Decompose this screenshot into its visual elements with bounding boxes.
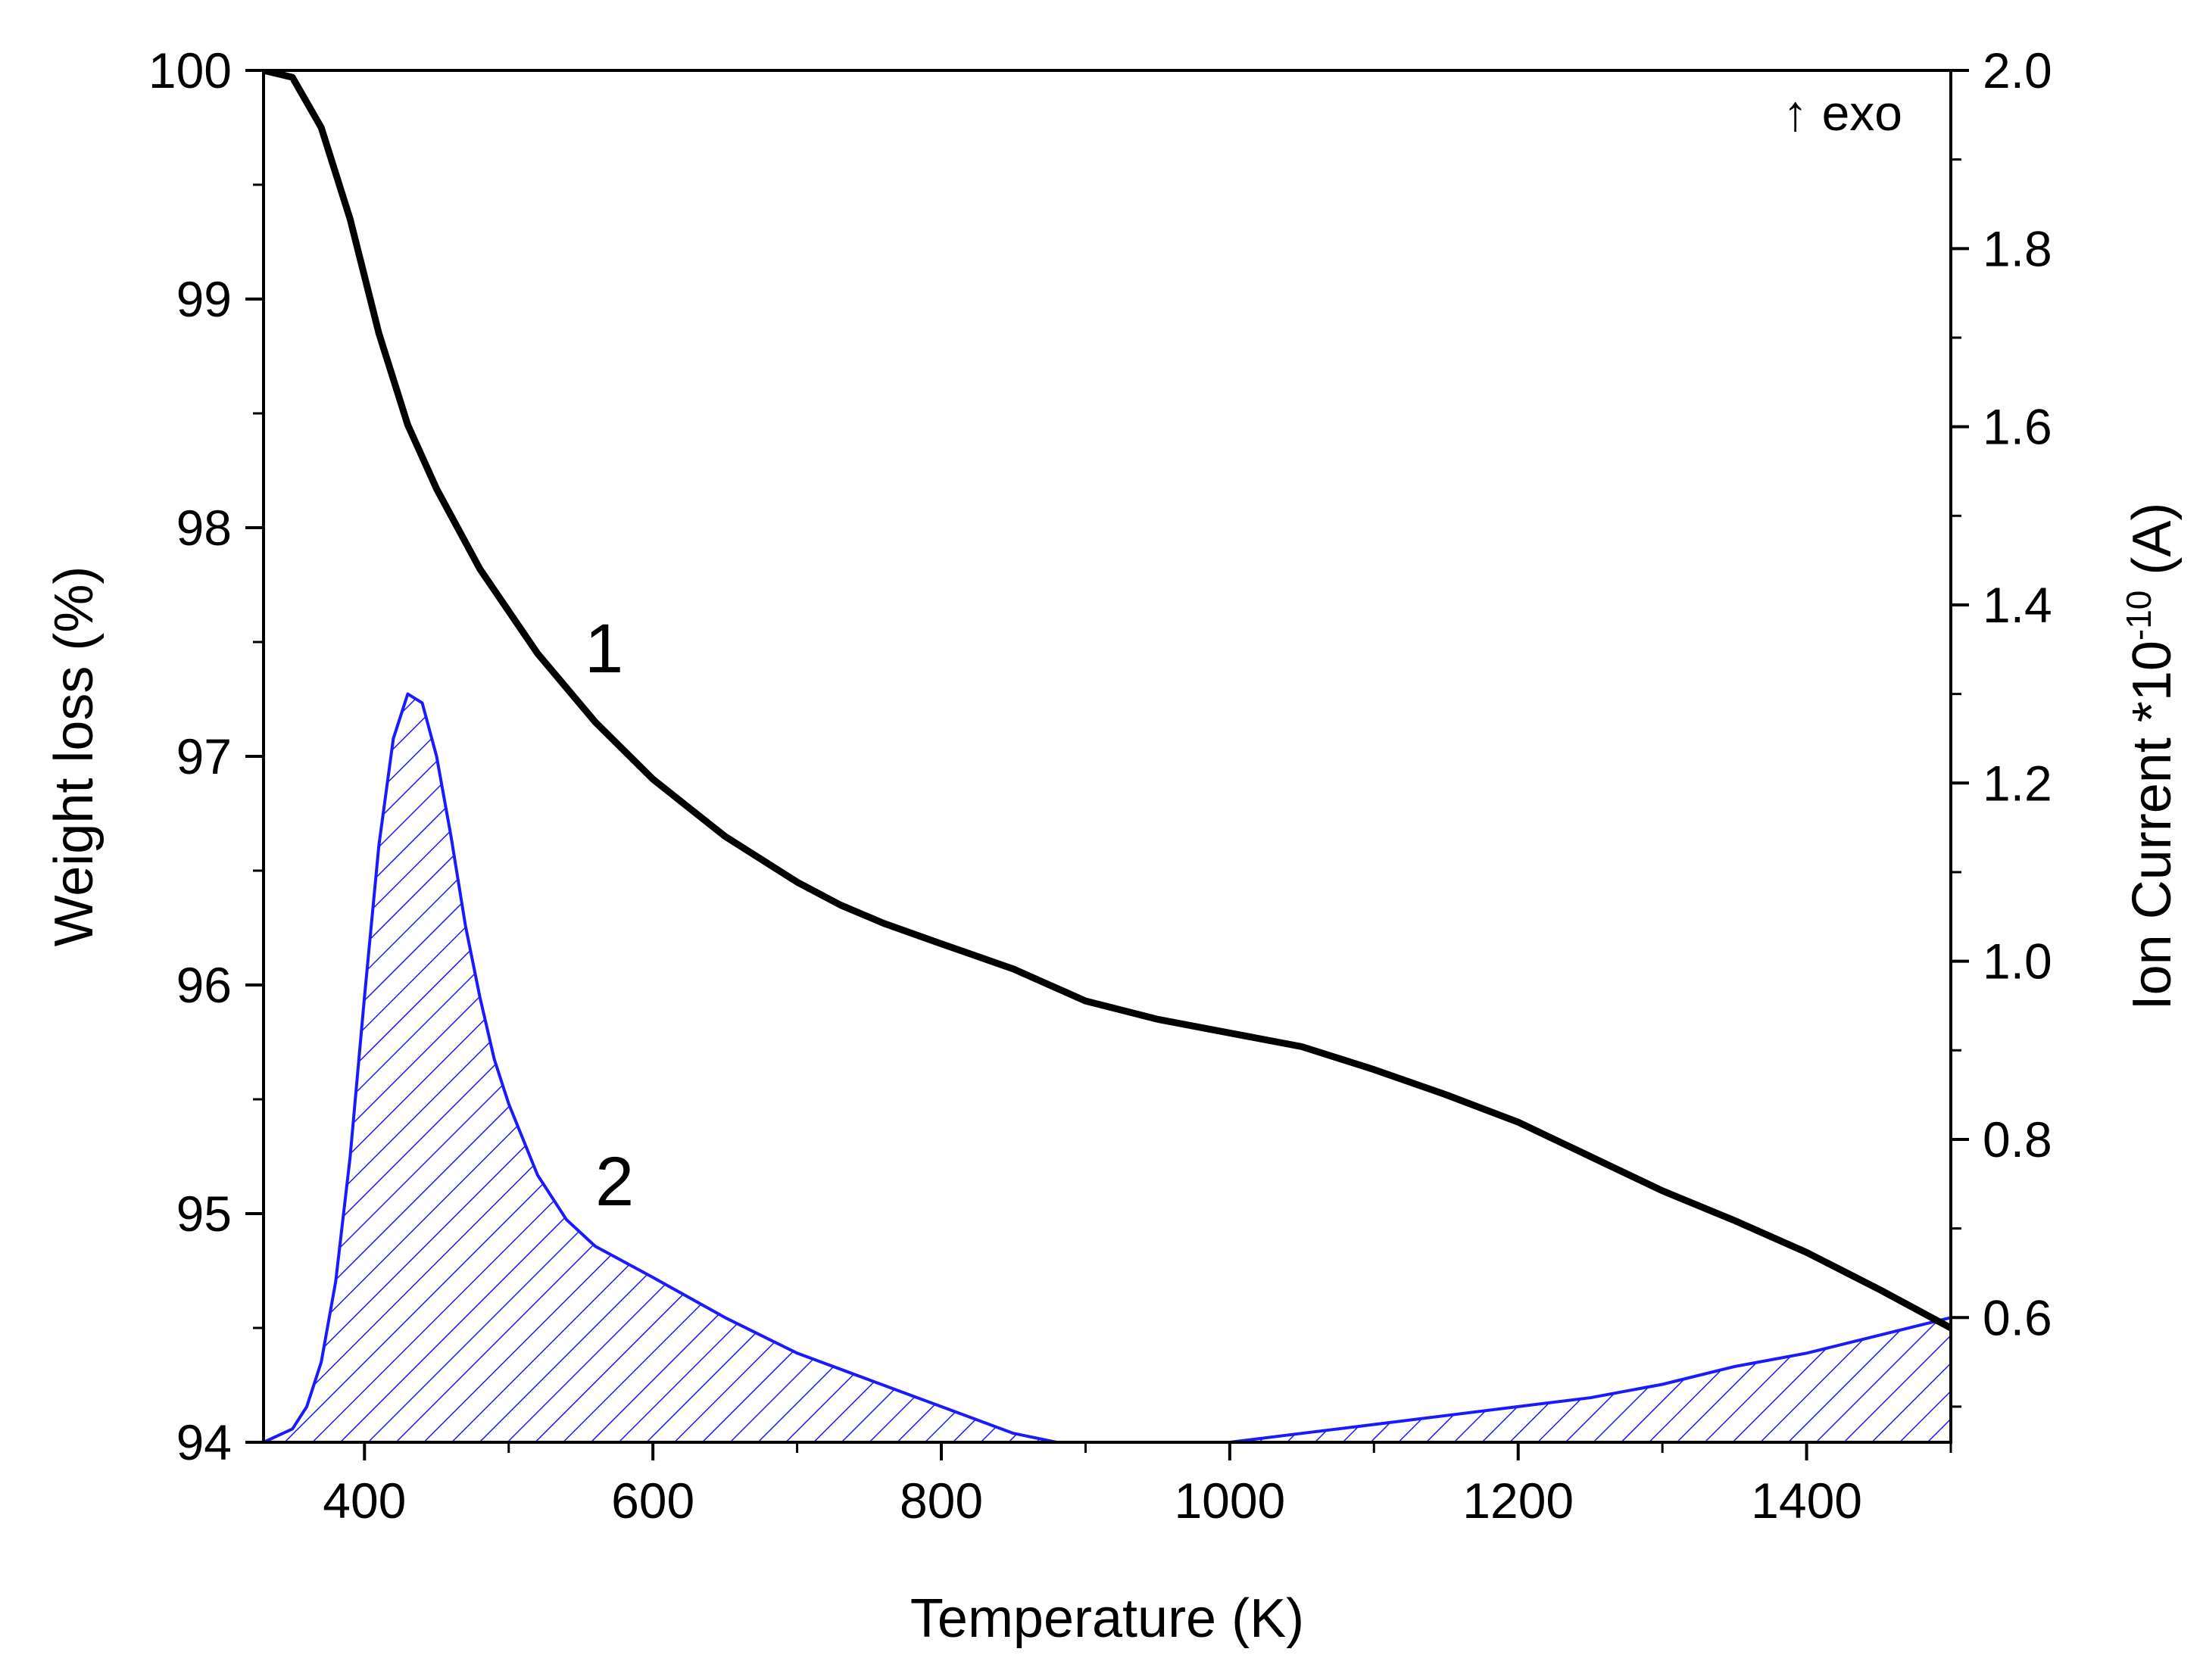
x-tick-label: 1000 — [1174, 1473, 1285, 1529]
y-axis-right-title-prefix: Ion Current *10 — [2122, 641, 2183, 1010]
y-left-tick-label: 99 — [176, 271, 232, 327]
y-left-tick-label: 97 — [176, 728, 232, 784]
x-tick-label: 400 — [323, 1473, 406, 1529]
y-axis-right: 0.6 0.8 1.0 1.2 1.4 1.6 1.8 2.0 — [1951, 42, 2052, 1408]
x-tick-label: 600 — [611, 1473, 694, 1529]
x-axis-title: Temperature (K) — [910, 1588, 1304, 1649]
y-left-tick-label: 98 — [176, 500, 232, 556]
y-axis-right-title-suffix: (A) — [2122, 503, 2183, 591]
exo-annotation: ↑ exo — [1783, 85, 1902, 141]
y-left-tick-label: 100 — [148, 42, 232, 98]
y-left-tick-label: 96 — [176, 957, 232, 1013]
y-axis-left-title: Weight loss (%) — [44, 566, 105, 947]
y-axis-left: 94 95 96 97 98 99 100 — [148, 42, 264, 1470]
x-axis: 400 600 800 1000 1200 1400 — [323, 1442, 1952, 1529]
y-left-tick-label: 95 — [176, 1186, 232, 1242]
x-tick-label: 1200 — [1462, 1473, 1574, 1529]
y-left-tick-label: 94 — [176, 1414, 232, 1470]
curve-label-2: 2 — [595, 1143, 634, 1220]
y-right-tick-label: 0.8 — [1983, 1111, 2052, 1167]
y-right-tick-label: 1.6 — [1983, 399, 2052, 455]
series-layer — [264, 70, 1951, 1442]
y-right-tick-label: 1.4 — [1983, 577, 2052, 633]
y-axis-right-title-exponent: -10 — [2119, 591, 2158, 641]
y-axis-right-title: Ion Current *10-10 (A) — [2119, 503, 2183, 1011]
x-tick-label: 1400 — [1751, 1473, 1862, 1529]
y-right-tick-label: 1.8 — [1983, 220, 2052, 276]
y-right-tick-label: 1.0 — [1983, 934, 2052, 990]
series-1-line — [264, 70, 1951, 1332]
series-2-area — [264, 694, 1951, 1442]
series-2-line — [264, 692, 1951, 1442]
y-right-tick-label: 0.6 — [1983, 1289, 2052, 1345]
y-right-tick-label: 2.0 — [1983, 42, 2052, 98]
y-right-tick-label: 1.2 — [1983, 755, 2052, 811]
curve-label-1: 1 — [585, 610, 623, 687]
x-tick-label: 800 — [900, 1473, 983, 1529]
